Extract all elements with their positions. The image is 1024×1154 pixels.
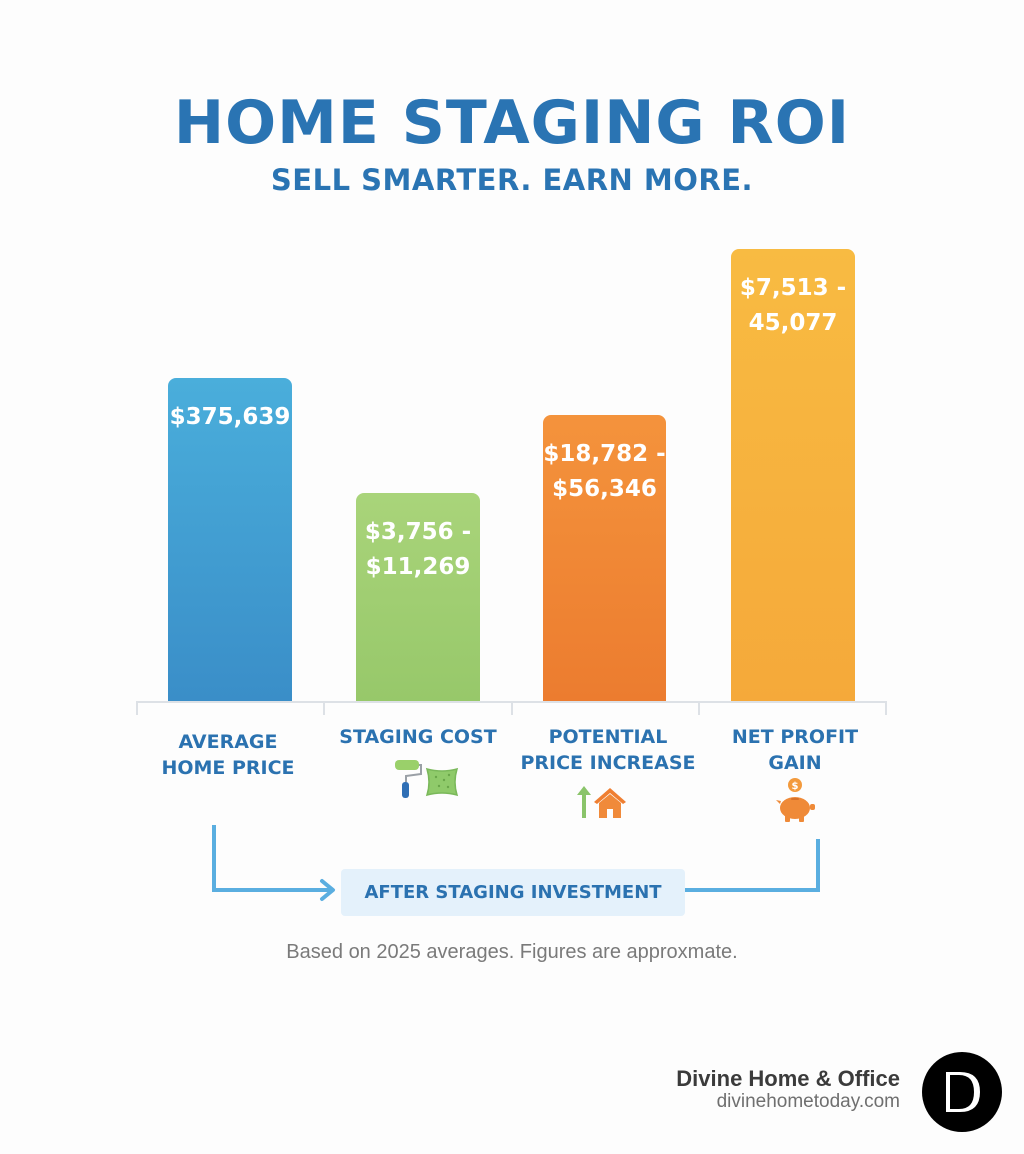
flow-connector-left-horizontal <box>212 888 332 892</box>
bar-average-home-price: $375,639 <box>168 378 292 701</box>
bar-staging-cost: $3,756 - $11,269 <box>356 493 480 701</box>
up-arrow-icon <box>577 786 591 818</box>
chart-subtitle: SELL SMARTER. EARN MORE. <box>270 163 754 197</box>
flow-connector-left-vertical <box>212 825 216 892</box>
bar-net-profit-gain: $7,513 - 45,077 <box>731 249 855 701</box>
brand-name: Divine Home & Office <box>676 1066 900 1091</box>
brand-logo <box>922 1052 1002 1132</box>
bar-value-label: $3,756 - $11,269 <box>364 519 472 580</box>
x-axis-tick <box>885 701 887 715</box>
pillow-icon <box>425 767 459 797</box>
category-label-staging-cost: STAGING COST <box>339 726 497 748</box>
category-label-net-profit-gain: NET PROFIT GAIN <box>731 726 859 774</box>
bar-potential-price-increase: $18,782 - $56,346 <box>543 415 666 701</box>
house-icon <box>594 788 626 818</box>
brand-url[interactable]: divinehometoday.com <box>716 1091 900 1112</box>
x-axis-tick <box>698 701 700 715</box>
bar-value-label: $375,639 <box>169 404 291 430</box>
logo-d-icon <box>946 1072 980 1112</box>
category-label-potential-price-increase: POTENTIAL PRICE INCREASE <box>520 726 696 774</box>
svg-text:$: $ <box>792 781 799 792</box>
paint-roller-icon <box>395 760 422 798</box>
after-staging-investment-label: AFTER STAGING INVESTMENT <box>341 869 685 916</box>
x-axis-tick <box>136 701 138 715</box>
x-axis-tick <box>323 701 325 715</box>
flow-connector-right-horizontal <box>685 888 820 892</box>
footnote: Based on 2025 averages. Figures are appr… <box>286 941 738 963</box>
category-label-average-home-price: AVERAGE HOME PRICE <box>161 731 295 779</box>
piggy-bank-icon: $ <box>776 778 815 822</box>
bar-value-label: $7,513 - 45,077 <box>739 275 847 336</box>
chart-title: HOME STAGING ROI <box>173 88 851 158</box>
flow-connector-right-vertical <box>816 839 820 892</box>
arrow-right-icon <box>320 879 335 901</box>
bar-value-label: $18,782 - $56,346 <box>543 441 666 502</box>
x-axis-tick <box>511 701 513 715</box>
